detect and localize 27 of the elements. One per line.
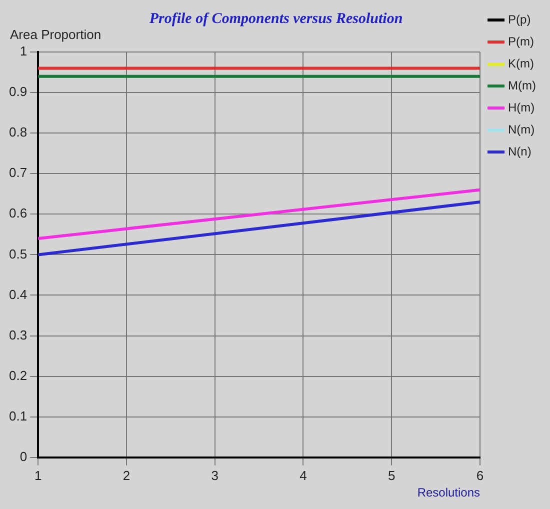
legend-label: K(m) (508, 56, 534, 70)
y-tick-label: 0.4 (8, 286, 28, 302)
legend-label: P(p) (508, 12, 531, 26)
y-tick-label: 0.2 (8, 368, 28, 383)
x-tick-label: 2 (122, 468, 130, 483)
y-tick-label: 0.7 (8, 165, 28, 180)
x-axis-title: Resolutions (417, 486, 480, 500)
y-tick-label: 0.9 (8, 84, 28, 100)
legend-label: H(m) (508, 100, 535, 114)
legend-label: N(m) (508, 122, 535, 136)
x-tick-label: 1 (34, 468, 42, 483)
legend-label: M(m) (508, 78, 536, 92)
y-tick-label: 0.8 (8, 124, 28, 140)
legend-label: N(n) (508, 144, 532, 158)
y-tick-label: 0.6 (8, 206, 28, 221)
y-tick-label: 1 (20, 44, 28, 59)
y-tick-label: 0 (20, 448, 28, 464)
y-tick-label: 0.3 (8, 327, 28, 342)
x-tick-label: 3 (211, 468, 218, 483)
x-tick-label: 6 (476, 468, 484, 483)
x-tick-label: 4 (300, 468, 307, 483)
y-tick-label: 0.1 (8, 408, 28, 424)
y-axis-title: Area Proportion (10, 27, 102, 42)
legend-label: P(m) (508, 34, 534, 48)
chart-title: Profile of Components versus Resolution (149, 10, 403, 27)
x-tick-label: 5 (388, 468, 396, 483)
y-tick-label: 0.5 (8, 246, 28, 262)
